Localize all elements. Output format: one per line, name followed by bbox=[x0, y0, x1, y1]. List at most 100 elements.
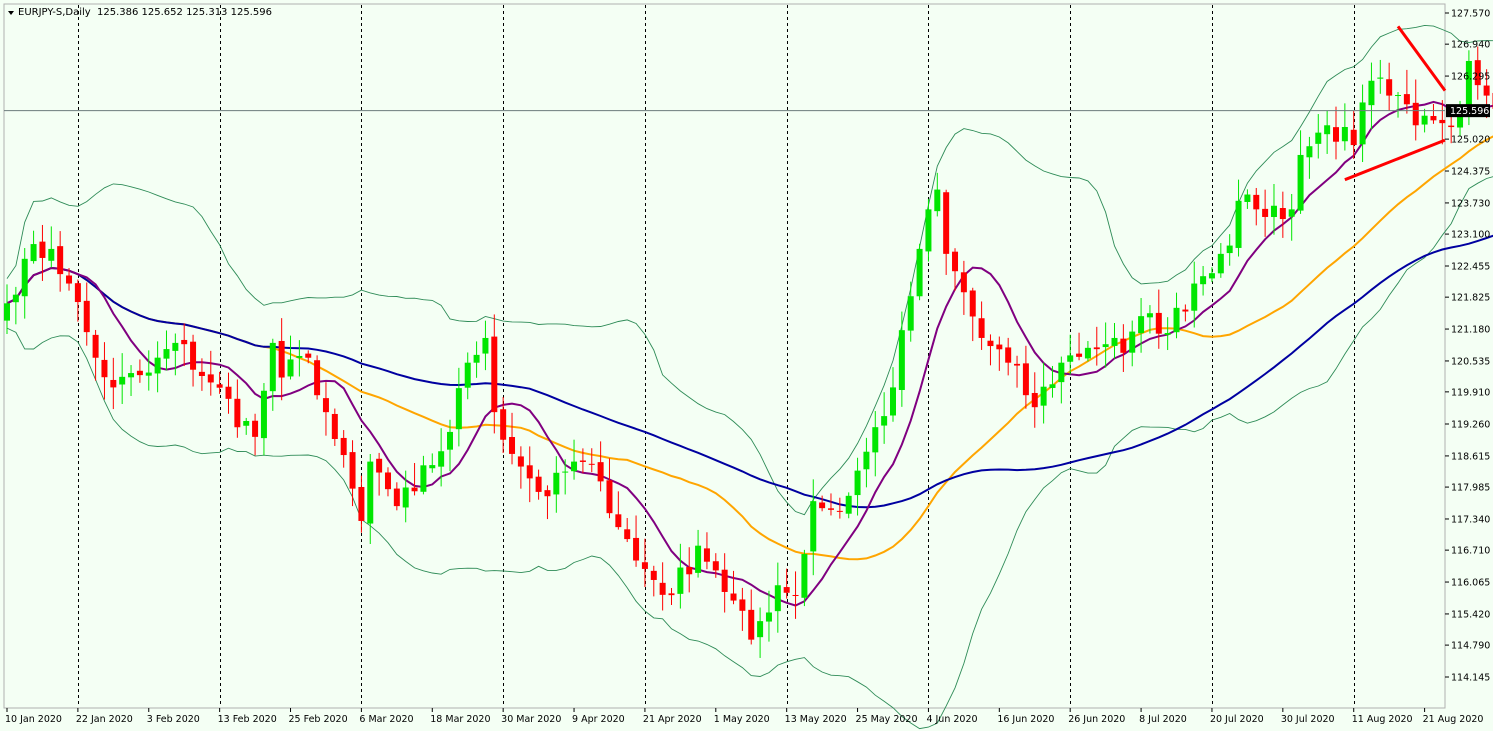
price-axis[interactable]: 127.570 126.940 126.295 125.020 124.375 123.7… bbox=[1445, 9, 1490, 684]
candle bbox=[384, 467, 391, 497]
candle bbox=[128, 365, 135, 396]
candle bbox=[1005, 337, 1012, 376]
price-tick-label: 127.570 bbox=[1451, 9, 1490, 20]
candle bbox=[730, 570, 737, 605]
price-tick-label: 119.260 bbox=[1451, 420, 1490, 431]
candle bbox=[819, 495, 826, 512]
candle bbox=[482, 320, 489, 371]
candle bbox=[4, 284, 10, 335]
date-tick-label: 1 May 2020 bbox=[714, 714, 770, 725]
candle bbox=[145, 350, 152, 391]
candle bbox=[1164, 317, 1171, 351]
price-tick-label: 124.375 bbox=[1451, 167, 1490, 178]
candle bbox=[1377, 59, 1384, 94]
candle bbox=[1421, 108, 1428, 133]
candle bbox=[1014, 355, 1021, 388]
candle bbox=[686, 547, 693, 593]
candle bbox=[588, 448, 595, 473]
price-tick-label: 121.825 bbox=[1451, 293, 1490, 304]
candle bbox=[207, 350, 214, 396]
trendlines[interactable] bbox=[1344, 25, 1447, 182]
candle bbox=[562, 459, 569, 495]
candle bbox=[172, 333, 179, 376]
price-tick-label: 118.615 bbox=[1451, 451, 1490, 462]
candle bbox=[163, 330, 170, 371]
candle bbox=[1031, 372, 1038, 428]
candle bbox=[243, 417, 250, 435]
candle bbox=[1306, 136, 1313, 179]
time-axis[interactable]: 10 Jan 2020 22 Jan 2020 3 Feb 2020 13 Feb 2… bbox=[5, 708, 1493, 725]
price-tick-label: 123.100 bbox=[1451, 230, 1490, 241]
candle bbox=[198, 358, 205, 391]
trendline[interactable] bbox=[1344, 138, 1446, 182]
candle bbox=[1430, 103, 1437, 124]
candle bbox=[1191, 261, 1198, 328]
candle bbox=[234, 379, 241, 438]
candle bbox=[314, 355, 321, 400]
candle bbox=[890, 367, 896, 422]
candle bbox=[721, 553, 728, 613]
candle bbox=[21, 248, 28, 319]
candle bbox=[765, 590, 772, 642]
price-tick-label: 117.985 bbox=[1451, 483, 1490, 494]
candle bbox=[1200, 265, 1207, 296]
date-tick-label: 4 Jun 2020 bbox=[926, 714, 977, 725]
date-tick-label: 13 May 2020 bbox=[785, 714, 847, 725]
candle bbox=[792, 571, 799, 619]
candle bbox=[1386, 62, 1393, 111]
candle bbox=[1288, 193, 1295, 241]
dropdown-triangle-icon[interactable] bbox=[8, 11, 14, 15]
date-tick-label: 21 Aug 2020 bbox=[1423, 714, 1484, 725]
candle bbox=[1120, 324, 1127, 372]
candle bbox=[39, 224, 46, 281]
date-tick-label: 22 Jan 2020 bbox=[76, 714, 133, 725]
candle bbox=[1412, 79, 1419, 141]
candle bbox=[110, 357, 117, 410]
candle bbox=[615, 491, 622, 530]
symbol-label: EURJPY-S,Daily bbox=[18, 7, 91, 18]
candle bbox=[1324, 110, 1331, 154]
candle bbox=[30, 230, 37, 264]
sma-slow bbox=[6, 234, 1493, 509]
date-tick-label: 11 Aug 2020 bbox=[1352, 714, 1413, 725]
candle bbox=[1058, 356, 1065, 404]
candle bbox=[48, 226, 55, 268]
candle bbox=[1403, 69, 1410, 114]
candle bbox=[916, 243, 923, 301]
candle bbox=[420, 455, 427, 495]
candle bbox=[358, 475, 365, 533]
candle bbox=[1474, 46, 1481, 100]
date-tick-label: 9 Apr 2020 bbox=[572, 714, 625, 725]
candle bbox=[1129, 320, 1136, 367]
candle bbox=[136, 359, 143, 383]
candle bbox=[181, 323, 188, 367]
candle bbox=[571, 439, 578, 480]
candle bbox=[1067, 334, 1074, 375]
candle bbox=[1253, 187, 1260, 226]
candle bbox=[473, 341, 480, 378]
candle bbox=[757, 607, 764, 658]
candle bbox=[367, 454, 374, 545]
current-price-tag: 125.596 bbox=[1446, 104, 1490, 118]
trendline[interactable] bbox=[1396, 25, 1447, 92]
candle bbox=[119, 353, 126, 404]
price-tick-label: 125.020 bbox=[1451, 135, 1490, 146]
candle bbox=[881, 392, 888, 444]
candle bbox=[509, 412, 516, 465]
candle bbox=[836, 497, 843, 519]
candle bbox=[597, 441, 604, 492]
candle bbox=[74, 279, 81, 322]
candle bbox=[411, 463, 418, 496]
candle bbox=[1138, 298, 1145, 353]
candle bbox=[322, 382, 329, 436]
price-tick-label: 114.790 bbox=[1451, 641, 1490, 652]
date-tick-label: 30 Jul 2020 bbox=[1281, 714, 1335, 725]
price-tick-label: 114.145 bbox=[1451, 673, 1490, 684]
chart-title: EURJPY-S,Daily 125.386 125.652 125.313 1… bbox=[8, 7, 272, 18]
candle bbox=[845, 492, 852, 519]
candle bbox=[225, 372, 232, 414]
candle bbox=[1173, 292, 1180, 339]
candle bbox=[633, 515, 640, 567]
candle bbox=[1226, 234, 1233, 266]
